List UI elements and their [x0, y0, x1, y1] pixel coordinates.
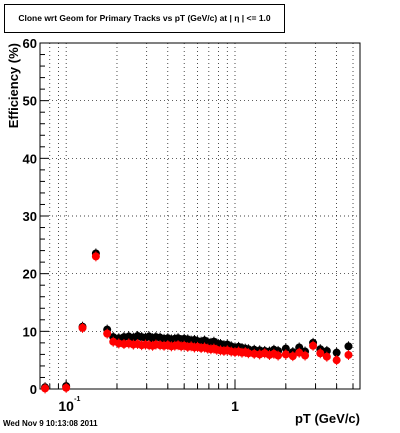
y-tick-label: 50: [23, 94, 37, 109]
x-tick-exponent: -1: [74, 396, 80, 403]
data-point: [281, 344, 290, 353]
y-tick-label: 10: [23, 324, 37, 339]
data-point: [288, 352, 297, 361]
data-point: [316, 349, 325, 358]
y-tick-labels: 0 10 20 30 40 50 60: [23, 36, 37, 397]
grid-lines: [39, 42, 360, 390]
data-point: [274, 351, 283, 360]
data-point: [244, 349, 253, 358]
data-point: [344, 342, 353, 351]
data-point: [78, 323, 87, 332]
y-tick-label: 60: [23, 36, 37, 51]
data-point: [309, 341, 318, 350]
y-tick-label: 40: [23, 151, 37, 166]
axis-ticks: [39, 42, 354, 390]
x-tick-label: 1: [231, 398, 239, 414]
data-point: [41, 384, 50, 393]
y-tick-label: 0: [30, 382, 37, 397]
data-markers: [41, 248, 353, 394]
x-tick-label: 10: [58, 398, 74, 414]
x-axis-title: pT (GeV/c): [295, 411, 360, 426]
y-tick-label: 30: [23, 209, 37, 224]
chart-title: Clone wrt Geom for Primary Tracks vs pT …: [4, 4, 285, 33]
data-point: [301, 351, 310, 360]
data-point: [91, 252, 100, 261]
y-tick-label: 20: [23, 267, 37, 282]
data-point: [332, 348, 341, 357]
data-point: [322, 352, 331, 361]
timestamp: Wed Nov 9 10:13:08 2011: [3, 419, 98, 428]
data-point: [103, 329, 112, 338]
data-point: [332, 356, 341, 365]
data-point: [281, 350, 290, 359]
x-tick-labels: 10 -1 1: [58, 396, 239, 414]
data-point: [322, 346, 331, 355]
y-axis-title: Efficiency (%): [6, 43, 21, 128]
data-point: [62, 383, 71, 392]
data-point: [344, 350, 353, 359]
